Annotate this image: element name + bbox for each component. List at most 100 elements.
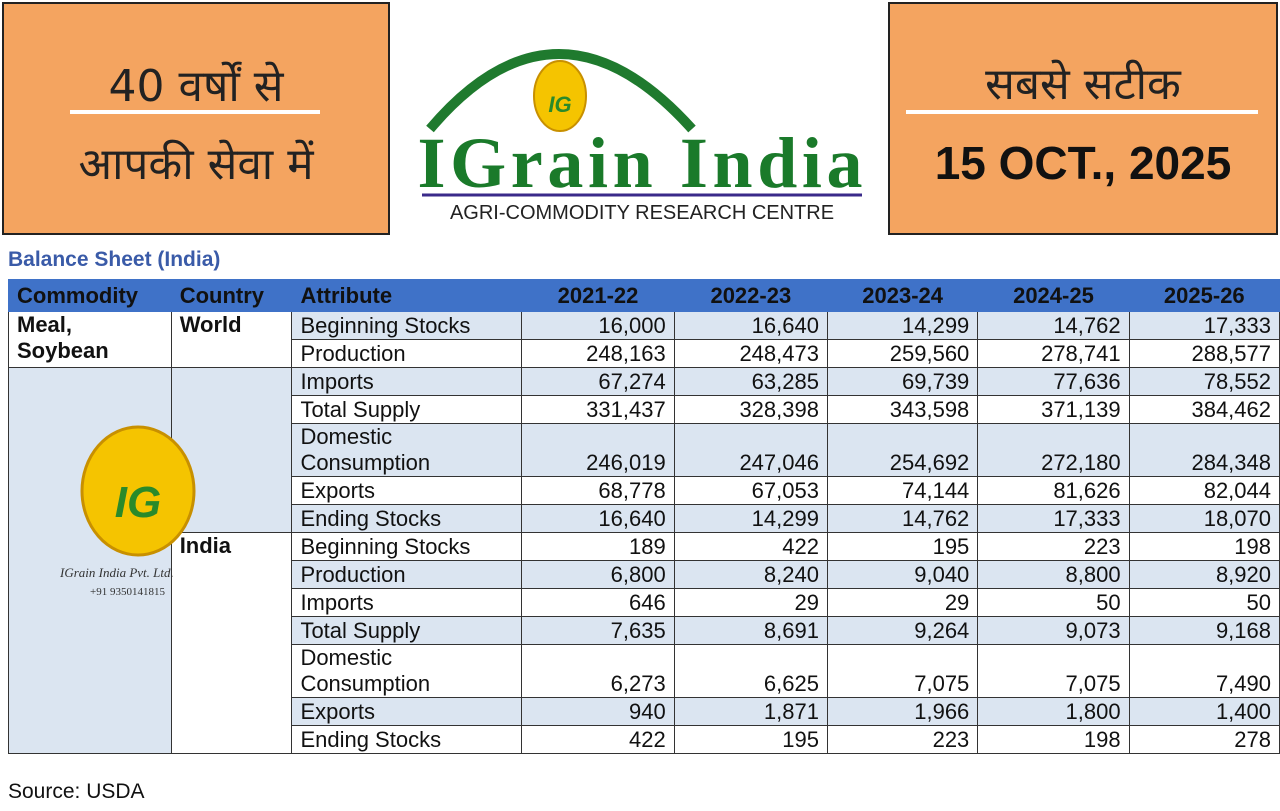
table-row: Exports 68,778 67,053 74,144 81,626 82,044 [9, 476, 1280, 505]
country-cell: India [170, 532, 293, 754]
value-cell: 29 [673, 588, 828, 617]
value-cell: 422 [521, 725, 675, 754]
value-cell: 254,692 [826, 423, 979, 477]
attribute-cell: Beginning Stocks [291, 532, 523, 561]
value-cell: 198 [977, 725, 1130, 754]
value-cell: 371,139 [977, 395, 1130, 424]
column-header: Attribute [291, 279, 523, 312]
value-cell: 67,274 [521, 367, 675, 396]
value-cell: 16,000 [521, 311, 675, 340]
attribute-cell: Exports [291, 476, 523, 505]
value-cell: 278 [1128, 725, 1280, 754]
value-cell: 81,626 [977, 476, 1130, 505]
commodity-cell: Meal, Soybean [8, 311, 172, 368]
value-cell: 69,739 [826, 367, 979, 396]
logo-coin [533, 60, 587, 132]
table-row: Ending Stocks 422 195 223 198 278 [9, 725, 1280, 754]
table-row: Production 6,800 8,240 9,040 8,800 8,920 [9, 560, 1280, 589]
attribute-cell: Beginning Stocks [291, 311, 523, 340]
value-cell: 248,473 [673, 339, 828, 368]
column-header: Commodity [8, 279, 172, 312]
value-cell: 14,299 [673, 504, 828, 533]
value-cell: 1,871 [673, 697, 828, 726]
value-cell: 8,691 [673, 616, 828, 645]
value-cell: 272,180 [977, 423, 1130, 477]
value-cell: 189 [521, 532, 675, 561]
value-cell: 8,240 [673, 560, 828, 589]
value-cell: 1,966 [826, 697, 979, 726]
attribute-cell: Exports [291, 697, 523, 726]
value-cell: 14,762 [826, 504, 979, 533]
value-cell: 195 [673, 725, 828, 754]
value-cell: 82,044 [1128, 476, 1280, 505]
value-cell: 195 [826, 532, 979, 561]
country-spacer [170, 367, 293, 533]
value-cell: 18,070 [1128, 504, 1280, 533]
value-cell: 198 [1128, 532, 1280, 561]
value-cell: 7,490 [1128, 644, 1280, 698]
value-cell: 16,640 [521, 504, 675, 533]
logo: IG IGrain India AGRI-COMMODITY RESEARCH … [390, 2, 888, 235]
value-cell: 1,800 [977, 697, 1130, 726]
value-cell: 67,053 [673, 476, 828, 505]
value-cell: 646 [521, 588, 675, 617]
attribute-cell: Production [291, 560, 523, 589]
table-row: Meal, Soybean World Beginning Stocks 16,000… [8, 311, 1280, 368]
left-banner: 40 वर्षों से आपकी सेवा में [2, 2, 390, 235]
value-cell: 50 [977, 588, 1130, 617]
attribute-cell: Ending Stocks [291, 725, 523, 754]
rule [906, 110, 1258, 114]
column-header: 2025-26 [1128, 279, 1280, 312]
table-row: Imports 67,274 63,285 69,739 77,636 78,552 [8, 367, 1280, 754]
value-cell: 6,625 [673, 644, 828, 698]
value-cell: 16,640 [673, 311, 828, 340]
value-cell: 223 [826, 725, 979, 754]
value-cell: 8,920 [1128, 560, 1280, 589]
value-cell: 50 [1128, 588, 1280, 617]
value-cell: 14,299 [826, 311, 979, 340]
value-cell: 14,762 [977, 311, 1130, 340]
column-header: 2024-25 [977, 279, 1130, 312]
value-cell: 284,348 [1128, 423, 1280, 477]
country-cell: World [170, 311, 293, 368]
value-cell: 74,144 [826, 476, 979, 505]
rule [70, 110, 320, 114]
value-cell: 384,462 [1128, 395, 1280, 424]
value-cell: 343,598 [826, 395, 979, 424]
value-cell: 246,019 [521, 423, 675, 477]
value-cell: 331,437 [521, 395, 675, 424]
table-row: India Beginning Stocks 189 422 195 223 198 [9, 532, 1280, 754]
value-cell: 223 [977, 532, 1130, 561]
value-cell: 422 [673, 532, 828, 561]
value-cell: 9,040 [826, 560, 979, 589]
value-cell: 288,577 [1128, 339, 1280, 368]
value-cell: 78,552 [1128, 367, 1280, 396]
attribute-cell: Ending Stocks [291, 504, 523, 533]
attribute-cell: Production [291, 339, 523, 368]
table-title: Balance Sheet (India) [8, 248, 221, 271]
value-cell: 6,273 [521, 644, 675, 698]
table-row: Ending Stocks 16,640 14,299 14,762 17,333 18,… [9, 504, 1280, 533]
logo-subtitle: AGRI-COMMODITY RESEARCH CENTRE [450, 202, 834, 224]
column-header: 2023-24 [826, 279, 979, 312]
attribute-cell: Domestic Consumption [291, 644, 523, 698]
value-cell: 63,285 [673, 367, 828, 396]
logo-mark: IG [548, 92, 571, 117]
left-line2: आपकी सेवा में [78, 139, 314, 190]
logo-art: IG IGrain India AGRI-COMMODITY RESEARCH … [418, 49, 863, 224]
value-cell: 68,778 [521, 476, 675, 505]
value-cell: 77,636 [977, 367, 1130, 396]
attribute-cell: Total Supply [291, 395, 523, 424]
value-cell: 328,398 [673, 395, 828, 424]
attribute-cell: Domestic Consumption [291, 423, 523, 477]
header-row: Commodity Country Attribute 2021-22 2022-23 2… [8, 279, 1280, 312]
value-cell: 7,075 [826, 644, 979, 698]
value-cell: 29 [826, 588, 979, 617]
table-row: Imports 646 29 29 50 50 [9, 588, 1280, 617]
column-header: 2021-22 [521, 279, 675, 312]
arc [426, 49, 696, 133]
value-cell: 7,075 [977, 644, 1130, 698]
value-cell: 248,163 [521, 339, 675, 368]
table-row: Total Supply 331,437 328,398 343,598 371,139… [9, 395, 1280, 424]
column-header: Country [170, 279, 293, 312]
